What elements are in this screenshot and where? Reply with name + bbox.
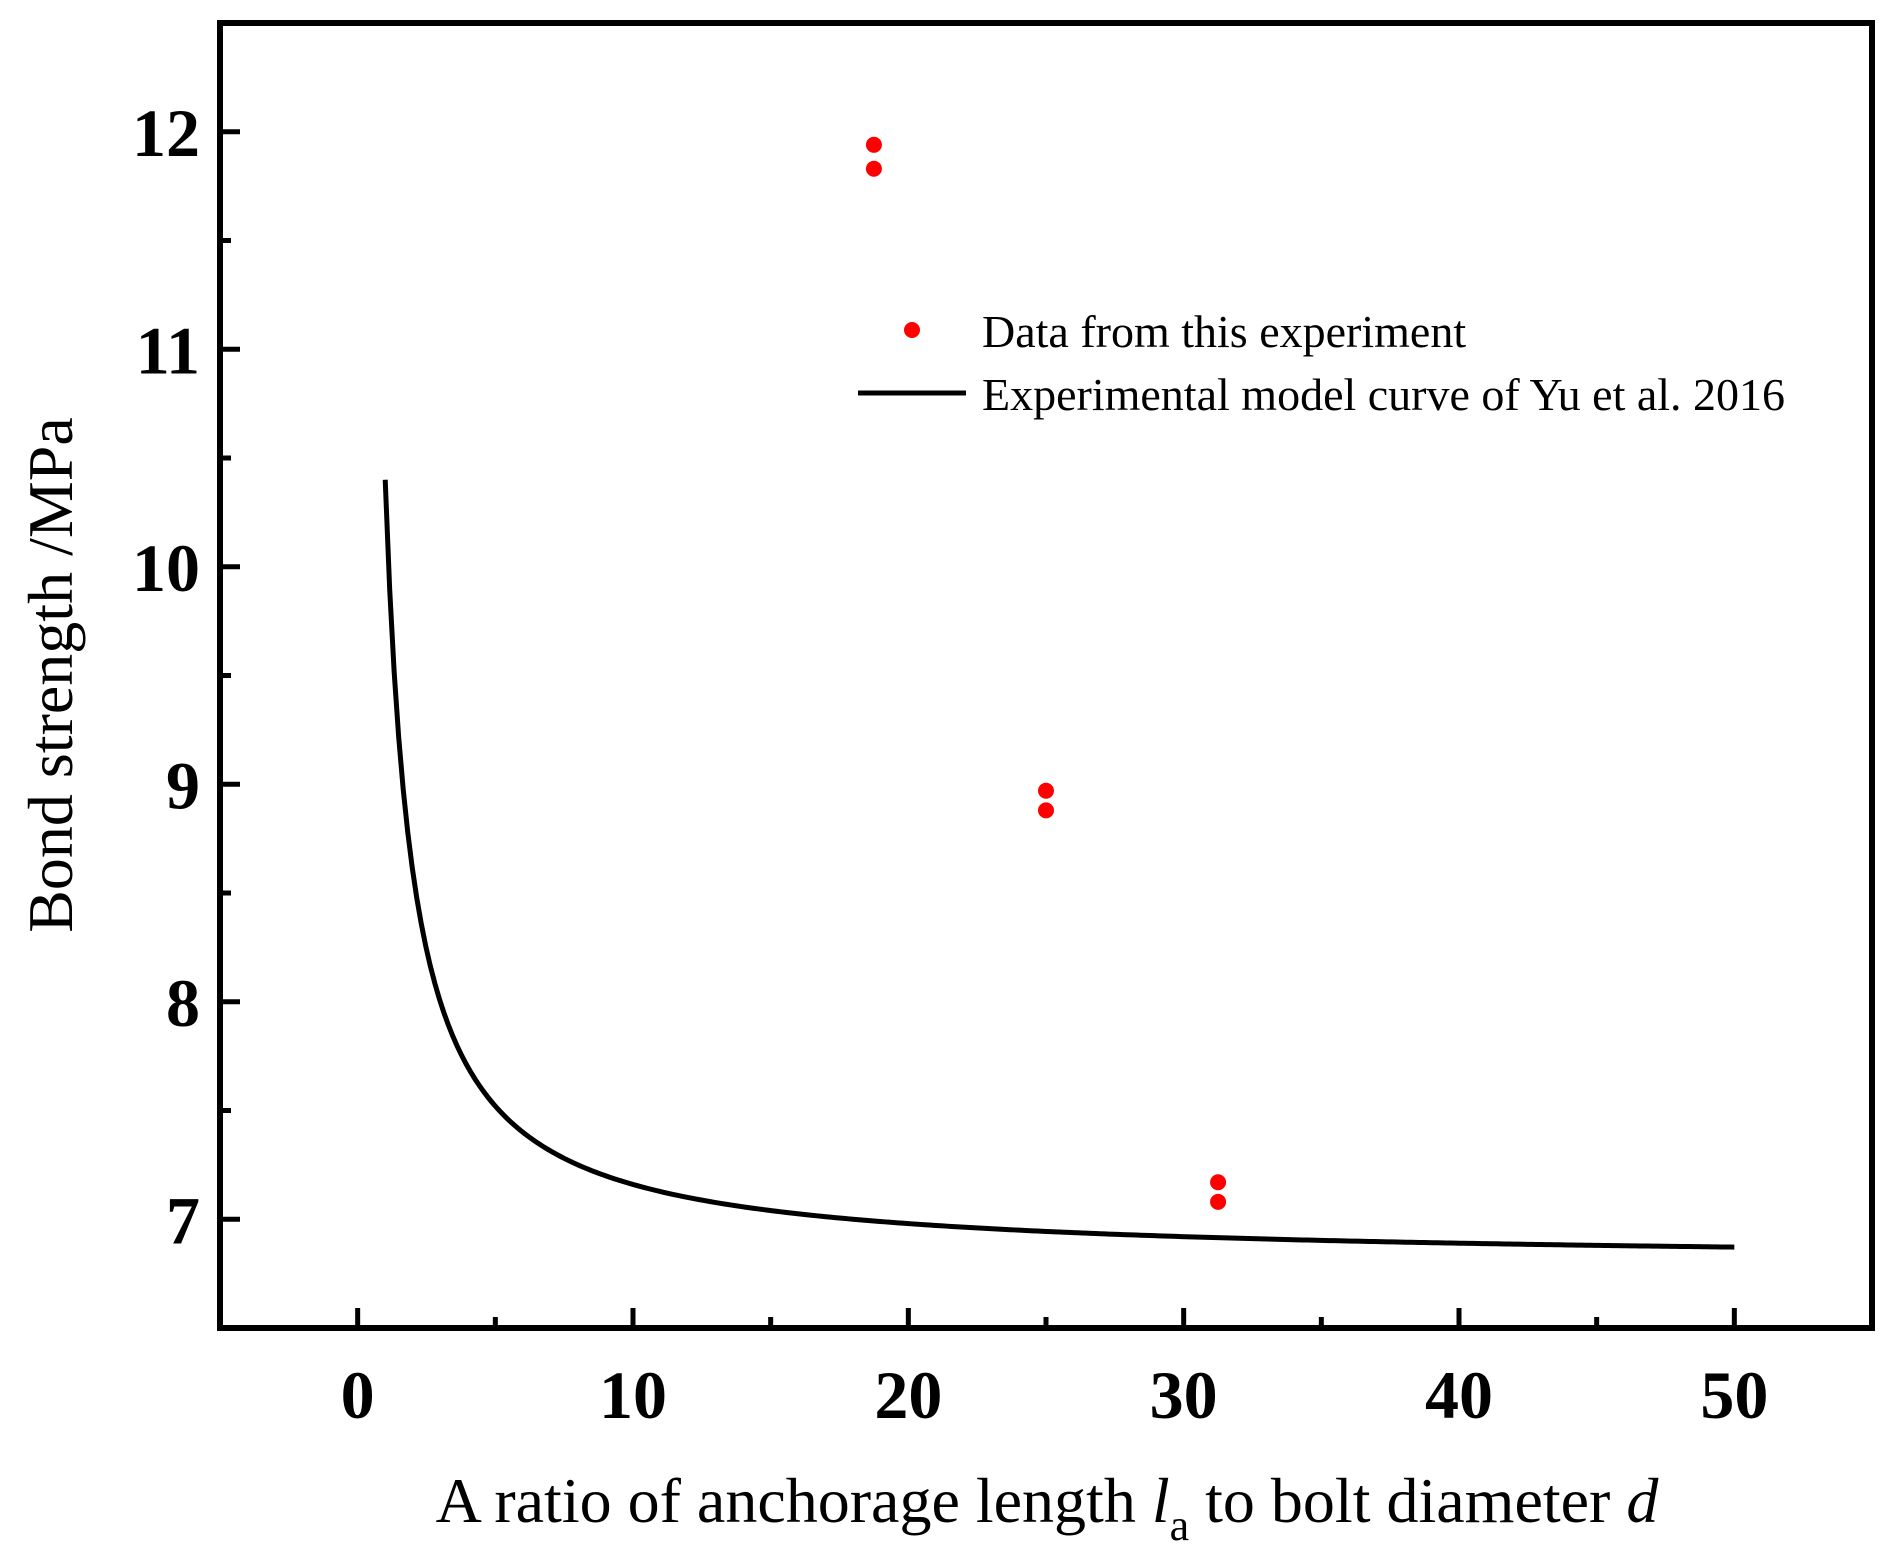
data-point [1210,1193,1227,1210]
y-tick-label: 10 [132,530,200,606]
x-axis-title-prefix: A ratio of anchorage length [436,1465,1152,1536]
y-tick-label: 9 [166,747,200,823]
x-axis-title-sub: a [1170,1501,1190,1550]
x-axis-title-var: l [1152,1465,1170,1536]
y-tick-label: 12 [132,95,200,171]
model-curve-line [382,479,1735,1250]
data-point [865,136,882,153]
scatter-points [865,136,1227,1210]
data-point [865,160,882,177]
x-axis-title: A ratio of anchorage length la to bolt d… [436,1465,1660,1550]
legend-marker-scatter [904,322,920,338]
legend: Data from this experiment Experimental m… [858,306,1785,420]
y-tick-label: 8 [166,965,200,1041]
axis-ticks [220,129,1737,1328]
data-point [1038,802,1054,819]
x-axis-title-var2: d [1626,1465,1659,1536]
legend-label-line: Experimental model curve of Yu et al. 20… [982,369,1785,420]
data-point [1038,782,1054,799]
y-tick-label: 7 [166,1182,200,1258]
x-tick-label: 10 [599,1357,667,1433]
y-axis-title: Bond strength /MPa [15,417,86,933]
y-tick-label: 11 [136,312,200,388]
x-tick-label: 20 [874,1357,942,1433]
x-tick-label: 30 [1150,1357,1218,1433]
legend-label-scatter: Data from this experiment [982,306,1466,357]
plot-frame [217,20,1875,1331]
axis-tick-labels: 0 10 20 30 40 50 7 8 9 10 11 12 [132,95,1768,1433]
x-tick-label: 40 [1425,1357,1493,1433]
data-point [1210,1174,1227,1191]
x-axis-title-mid: to bolt diameter [1189,1465,1626,1536]
x-tick-label: 0 [341,1357,375,1433]
x-tick-label: 50 [1700,1357,1768,1433]
